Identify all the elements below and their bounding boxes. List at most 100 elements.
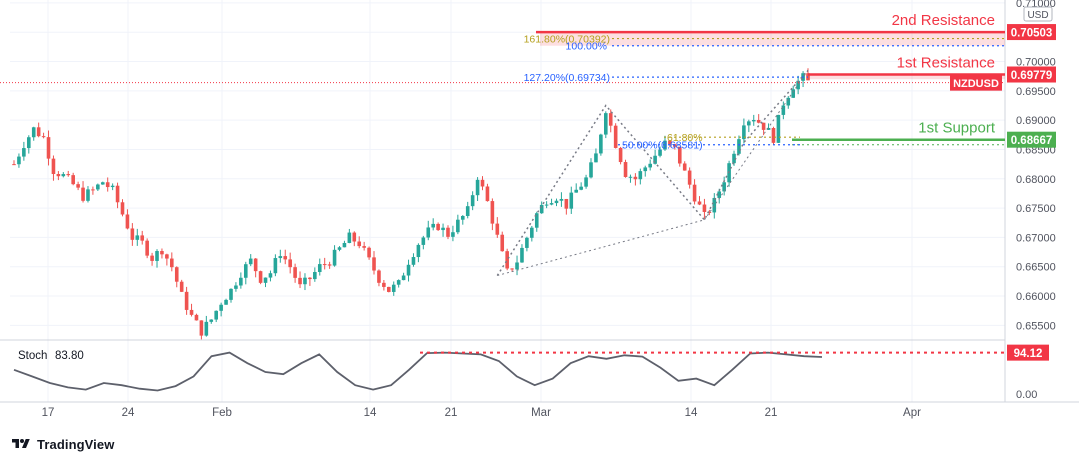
candle (214, 310, 218, 323)
price-tick-label: 0.70000 (1016, 57, 1056, 69)
candle-body (608, 113, 613, 126)
candle-body (485, 186, 490, 202)
candle (120, 199, 125, 217)
candle (288, 252, 292, 274)
second-resistance-price-tag-text: 0.70503 (1011, 28, 1053, 40)
symbol-tag (950, 74, 1002, 91)
price-tick-label: 0.67500 (1016, 203, 1056, 215)
candle-body (248, 258, 253, 265)
candle-body (480, 179, 485, 187)
first-support-price-tag (1007, 131, 1056, 148)
stoch-label: Stoch (18, 350, 47, 362)
candle-body (460, 215, 465, 220)
candle-body (31, 127, 36, 138)
candle-body (416, 244, 421, 258)
candle-body (352, 232, 357, 242)
candle (717, 188, 722, 204)
candle-body (559, 198, 564, 201)
candle (86, 186, 90, 203)
candle (559, 192, 564, 207)
candle (707, 209, 712, 216)
candle (387, 286, 391, 293)
time-tick-label: 17 (42, 407, 55, 419)
price-tick-label: 0.69000 (1016, 115, 1056, 127)
candle (313, 267, 317, 282)
candle-body (628, 176, 633, 178)
candle (140, 230, 145, 245)
candle-body (737, 139, 741, 154)
candle (643, 165, 648, 177)
candle (520, 244, 524, 263)
candle-body (584, 177, 588, 187)
candle (194, 313, 199, 321)
candle (687, 167, 692, 189)
time-axis[interactable]: 17 24 Feb 14 21 Mar 14 21 Apr (42, 407, 922, 419)
candle-body (317, 264, 322, 273)
fib-100-label: 100.00% (566, 41, 607, 53)
candle-body (544, 204, 549, 206)
candle (712, 193, 717, 219)
candle (357, 236, 362, 249)
candle-body (554, 200, 559, 204)
time-tick-label: 14 (364, 407, 377, 419)
candle (456, 214, 460, 235)
price-axis[interactable]: 0.710000.705000.700000.695000.690000.685… (1007, 0, 1056, 401)
candle-body (357, 241, 362, 247)
candle (702, 198, 707, 219)
candle-body (377, 270, 381, 283)
price-tick-label: 0.66500 (1016, 262, 1056, 274)
candle-body (293, 267, 297, 278)
candle-body (51, 158, 56, 175)
candle-body (396, 280, 401, 285)
candle (451, 225, 455, 242)
candle (22, 141, 26, 161)
candle-body (751, 119, 756, 122)
candle (204, 315, 209, 337)
tradingview-logo[interactable]: TradingView (10, 436, 114, 452)
candle-body (451, 232, 455, 237)
candle-body (66, 174, 71, 176)
candle-body (648, 163, 652, 168)
candle (574, 183, 579, 193)
candle-body (786, 97, 791, 106)
candle (71, 172, 75, 186)
candle (174, 266, 179, 288)
candle-body (76, 184, 80, 188)
candle (475, 177, 480, 201)
candle (500, 231, 505, 252)
candle-body (367, 247, 371, 258)
candle-body (406, 264, 411, 276)
candle-body (771, 128, 776, 143)
candle-body (204, 321, 209, 336)
candle (327, 261, 332, 269)
candle (648, 159, 652, 171)
candle-body (239, 277, 243, 286)
price-tick-label: 0.66000 (1016, 291, 1056, 303)
candle-body (17, 156, 21, 165)
candle (145, 238, 149, 259)
candle-body (81, 187, 85, 201)
time-tick-label: 21 (765, 407, 778, 419)
candle (224, 298, 228, 305)
candle-body (668, 140, 672, 145)
candle-body (135, 235, 140, 240)
candle (76, 181, 80, 191)
candle (209, 319, 214, 324)
candle (668, 139, 672, 148)
candle-body (761, 122, 766, 130)
candle-body (549, 203, 554, 205)
fib-161-label: 161.80%(0.70392) (524, 34, 610, 46)
stoch-marker-tag-text: 94.12 (1014, 348, 1043, 360)
candle-body (431, 223, 435, 228)
first-support-label: 1st Support (918, 120, 996, 137)
candle (263, 277, 268, 288)
candle-body (456, 219, 460, 233)
currency-box[interactable] (1023, 6, 1053, 22)
candle (786, 96, 791, 109)
candle (436, 222, 440, 231)
candle-body (421, 237, 426, 245)
time-tick-label: Feb (212, 407, 232, 419)
candle (100, 181, 105, 185)
time-tick-label: Mar (531, 407, 551, 419)
